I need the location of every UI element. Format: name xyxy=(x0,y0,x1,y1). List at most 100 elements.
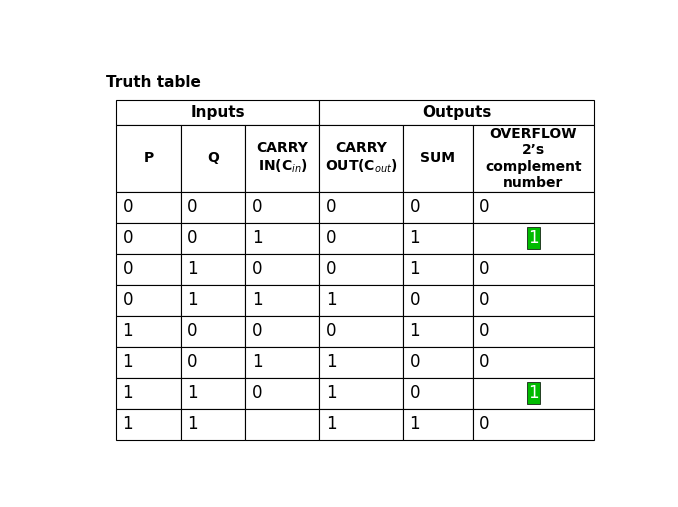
Bar xyxy=(181,378,245,409)
Bar xyxy=(473,315,595,347)
Bar xyxy=(117,100,319,125)
Text: 1: 1 xyxy=(123,322,133,340)
Bar xyxy=(117,284,181,315)
Text: 1: 1 xyxy=(326,415,336,433)
Bar xyxy=(117,223,181,254)
Bar xyxy=(245,409,319,440)
Text: 0: 0 xyxy=(326,229,336,247)
Bar xyxy=(117,192,181,223)
Text: 1: 1 xyxy=(410,322,420,340)
Text: 0: 0 xyxy=(410,198,420,216)
Text: 0: 0 xyxy=(187,229,197,247)
Text: 0: 0 xyxy=(123,291,133,309)
Bar xyxy=(181,315,245,347)
Bar xyxy=(473,125,595,192)
Bar xyxy=(527,227,540,249)
Text: 0: 0 xyxy=(123,260,133,278)
Text: 0: 0 xyxy=(187,353,197,371)
Text: 1: 1 xyxy=(528,229,539,247)
Bar xyxy=(181,254,245,284)
Bar xyxy=(527,382,540,404)
Text: 1: 1 xyxy=(528,384,539,402)
Bar xyxy=(245,378,319,409)
Bar xyxy=(181,284,245,315)
Text: 0: 0 xyxy=(252,384,262,402)
Text: 0: 0 xyxy=(479,291,490,309)
Bar xyxy=(245,347,319,378)
Text: 0: 0 xyxy=(479,198,490,216)
Text: 1: 1 xyxy=(123,353,133,371)
Bar xyxy=(403,192,473,223)
Bar xyxy=(319,192,403,223)
Bar xyxy=(403,378,473,409)
Text: 0: 0 xyxy=(479,260,490,278)
Text: 1: 1 xyxy=(252,291,262,309)
Text: 1: 1 xyxy=(252,353,262,371)
Bar xyxy=(473,254,595,284)
Bar xyxy=(403,254,473,284)
Text: 1: 1 xyxy=(187,291,198,309)
Bar xyxy=(117,125,181,192)
Bar xyxy=(117,378,181,409)
Text: 0: 0 xyxy=(410,353,420,371)
Text: 0: 0 xyxy=(123,198,133,216)
Bar xyxy=(245,254,319,284)
Text: 0: 0 xyxy=(187,322,197,340)
Bar xyxy=(473,378,595,409)
Text: 0: 0 xyxy=(252,260,262,278)
Text: SUM: SUM xyxy=(420,152,456,165)
Bar xyxy=(181,192,245,223)
Text: 0: 0 xyxy=(479,322,490,340)
Bar xyxy=(245,223,319,254)
Text: CARRY
OUT(C$_{out}$): CARRY OUT(C$_{out}$) xyxy=(325,141,397,175)
Bar xyxy=(403,125,473,192)
Text: 1: 1 xyxy=(410,229,420,247)
Bar xyxy=(403,284,473,315)
Text: 0: 0 xyxy=(410,291,420,309)
Text: 0: 0 xyxy=(479,353,490,371)
Bar xyxy=(117,347,181,378)
Bar xyxy=(181,347,245,378)
Bar xyxy=(319,378,403,409)
Text: 0: 0 xyxy=(479,415,490,433)
Text: Q: Q xyxy=(207,152,219,165)
Text: 0: 0 xyxy=(326,260,336,278)
Text: OVERFLOW
2’s
complement
number: OVERFLOW 2’s complement number xyxy=(485,127,582,190)
Bar xyxy=(319,254,403,284)
Bar xyxy=(403,347,473,378)
Text: CARRY
IN(C$_{in}$): CARRY IN(C$_{in}$) xyxy=(256,141,308,175)
Bar xyxy=(319,100,595,125)
Bar xyxy=(181,223,245,254)
Bar xyxy=(319,284,403,315)
Text: 0: 0 xyxy=(410,384,420,402)
Bar xyxy=(319,125,403,192)
Text: 1: 1 xyxy=(410,260,420,278)
Bar xyxy=(245,315,319,347)
Bar xyxy=(403,315,473,347)
Text: 0: 0 xyxy=(123,229,133,247)
Bar xyxy=(245,284,319,315)
Text: 1: 1 xyxy=(252,229,262,247)
Text: 1: 1 xyxy=(187,415,198,433)
Text: Truth table: Truth table xyxy=(106,75,201,90)
Bar xyxy=(117,315,181,347)
Bar xyxy=(319,223,403,254)
Text: Inputs: Inputs xyxy=(191,105,245,120)
Text: 1: 1 xyxy=(326,384,336,402)
Text: P: P xyxy=(144,152,154,165)
Bar xyxy=(319,409,403,440)
Bar xyxy=(319,347,403,378)
Bar xyxy=(473,284,595,315)
Text: 1: 1 xyxy=(123,415,133,433)
Text: 1: 1 xyxy=(187,260,198,278)
Text: Outputs: Outputs xyxy=(422,105,492,120)
Text: 0: 0 xyxy=(326,322,336,340)
Bar xyxy=(181,125,245,192)
Bar xyxy=(403,223,473,254)
Text: 1: 1 xyxy=(187,384,198,402)
Bar xyxy=(473,409,595,440)
Bar xyxy=(245,125,319,192)
Text: 1: 1 xyxy=(410,415,420,433)
Text: 0: 0 xyxy=(252,322,262,340)
Text: 0: 0 xyxy=(187,198,197,216)
